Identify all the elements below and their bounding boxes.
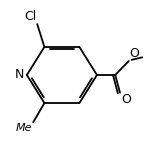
Text: O: O <box>130 47 139 60</box>
Text: O: O <box>121 93 131 106</box>
Text: Cl: Cl <box>24 10 36 23</box>
Text: N: N <box>15 69 24 81</box>
Text: Me: Me <box>16 123 32 133</box>
